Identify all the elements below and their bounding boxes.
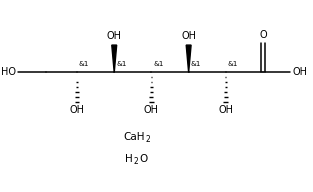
Text: O: O — [259, 30, 267, 40]
Text: &1: &1 — [79, 61, 89, 67]
Text: HO: HO — [1, 68, 16, 78]
Polygon shape — [112, 45, 117, 73]
Polygon shape — [186, 45, 191, 73]
Text: CaH: CaH — [123, 132, 145, 142]
Text: O: O — [140, 154, 148, 164]
Text: OH: OH — [292, 68, 307, 78]
Text: &1: &1 — [228, 61, 238, 67]
Text: H: H — [125, 154, 133, 164]
Text: 2: 2 — [134, 157, 139, 166]
Text: OH: OH — [144, 105, 159, 115]
Text: &1: &1 — [191, 61, 201, 67]
Text: &1: &1 — [153, 61, 164, 67]
Text: OH: OH — [107, 31, 122, 41]
Text: OH: OH — [181, 31, 196, 41]
Text: OH: OH — [218, 105, 233, 115]
Text: OH: OH — [69, 105, 85, 115]
Text: &1: &1 — [116, 61, 126, 67]
Text: 2: 2 — [146, 135, 150, 144]
